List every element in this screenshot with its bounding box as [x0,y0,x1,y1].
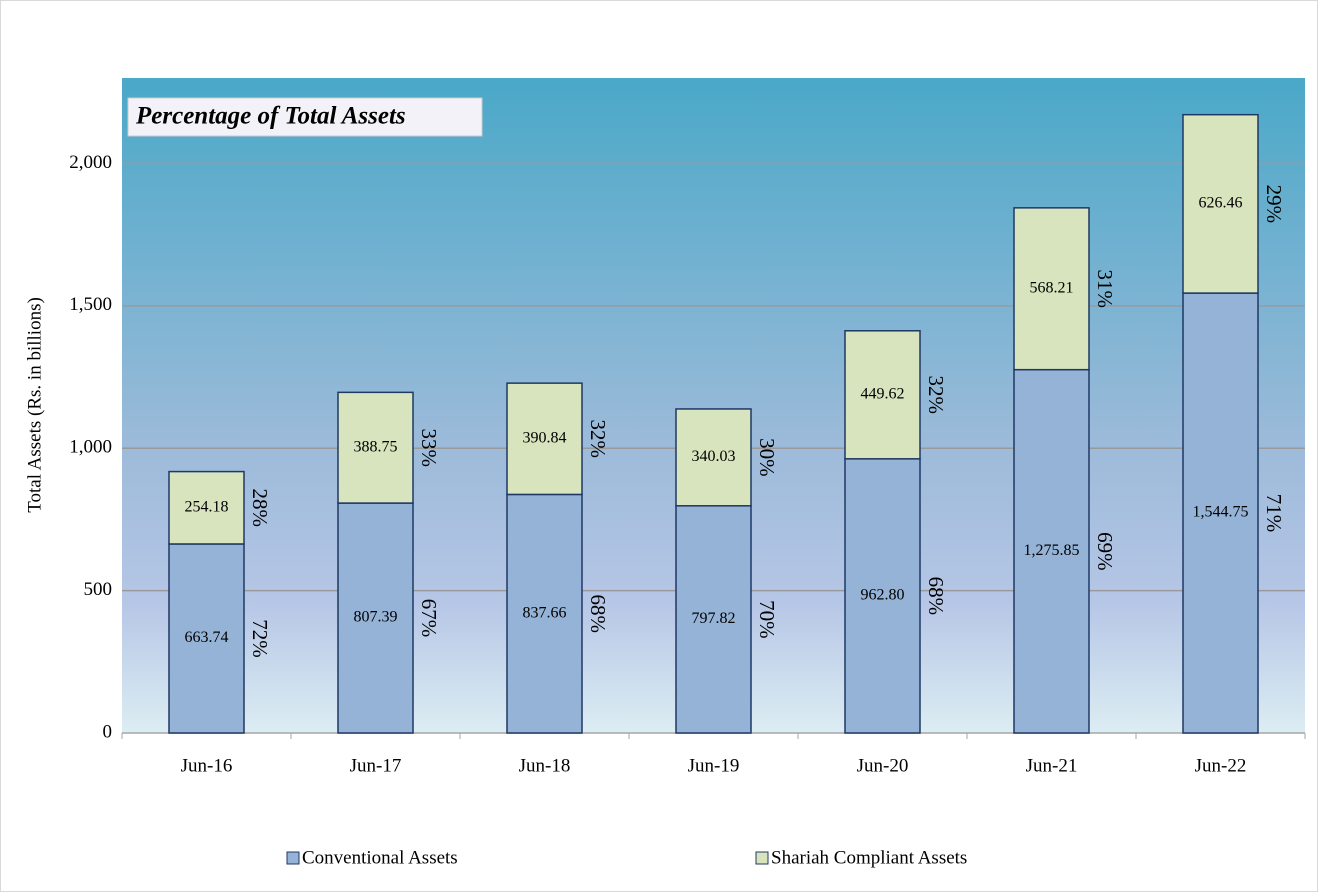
percent-label: 31% [1093,270,1117,309]
x-tick-label: Jun-19 [688,755,740,776]
y-tick-label: 1,500 [69,294,112,315]
percent-label: 32% [924,376,948,415]
legend-swatch [755,851,769,865]
bar-segment [1182,292,1259,734]
value-label: 568.21 [1030,279,1074,296]
bar-segment [506,382,583,496]
y-tick-label: 2,000 [69,152,112,173]
percent-label: 68% [586,594,610,633]
bar-segment [844,458,921,734]
value-label: 663.74 [185,629,229,646]
y-tick-label: 500 [84,579,113,600]
bar-segment [337,502,414,734]
percent-label: 69% [1093,532,1117,571]
percent-label: 72% [248,619,272,658]
value-label: 388.75 [354,438,398,455]
legend-label: Shariah Compliant Assets [771,847,967,868]
y-tick-label: 1,000 [69,437,112,458]
value-label: 449.62 [861,385,905,402]
value-label: 837.66 [523,604,567,621]
percent-label: 30% [755,438,779,477]
legend-label: Conventional Assets [302,847,458,868]
percent-label: 68% [924,577,948,616]
bar-segment [168,543,245,734]
value-label: 807.39 [354,609,398,626]
percent-label: 70% [755,600,779,639]
value-label: 254.18 [185,498,229,515]
legend-swatch [286,851,300,865]
percent-label: 32% [586,420,610,459]
percent-label: 33% [417,428,441,467]
bar-segment [168,470,245,545]
y-axis-label: Total Assets (Rs. in billions) [24,297,45,513]
bar-segment [675,505,752,734]
x-tick-label: Jun-20 [857,755,909,776]
bar-segment [844,330,921,460]
bar-segment [1013,368,1090,734]
value-label: 390.84 [523,429,567,446]
value-label: 1,275.85 [1024,542,1080,559]
value-label: 797.82 [692,610,736,627]
value-label: 626.46 [1199,195,1243,212]
percent-label: 28% [248,489,272,528]
title-box [127,97,483,137]
chart-title: Percentage of Total Assets [135,103,406,130]
percent-label: 29% [1262,185,1286,224]
x-tick-label: Jun-18 [519,755,571,776]
x-tick-label: Jun-22 [1195,755,1247,776]
bar-segment [1013,207,1090,371]
x-tick-label: Jun-21 [1026,755,1078,776]
bar-segment [337,391,414,504]
percent-label: 67% [417,599,441,638]
value-label: 1,544.75 [1193,504,1249,521]
bar-segment [1182,113,1259,294]
value-label: 962.80 [861,587,905,604]
x-tick-label: Jun-16 [181,755,233,776]
y-tick-label: 0 [103,721,113,742]
value-label: 340.03 [692,448,736,465]
bar-segment [675,408,752,507]
x-tick-label: Jun-17 [350,755,402,776]
percent-label: 71% [1262,494,1286,533]
